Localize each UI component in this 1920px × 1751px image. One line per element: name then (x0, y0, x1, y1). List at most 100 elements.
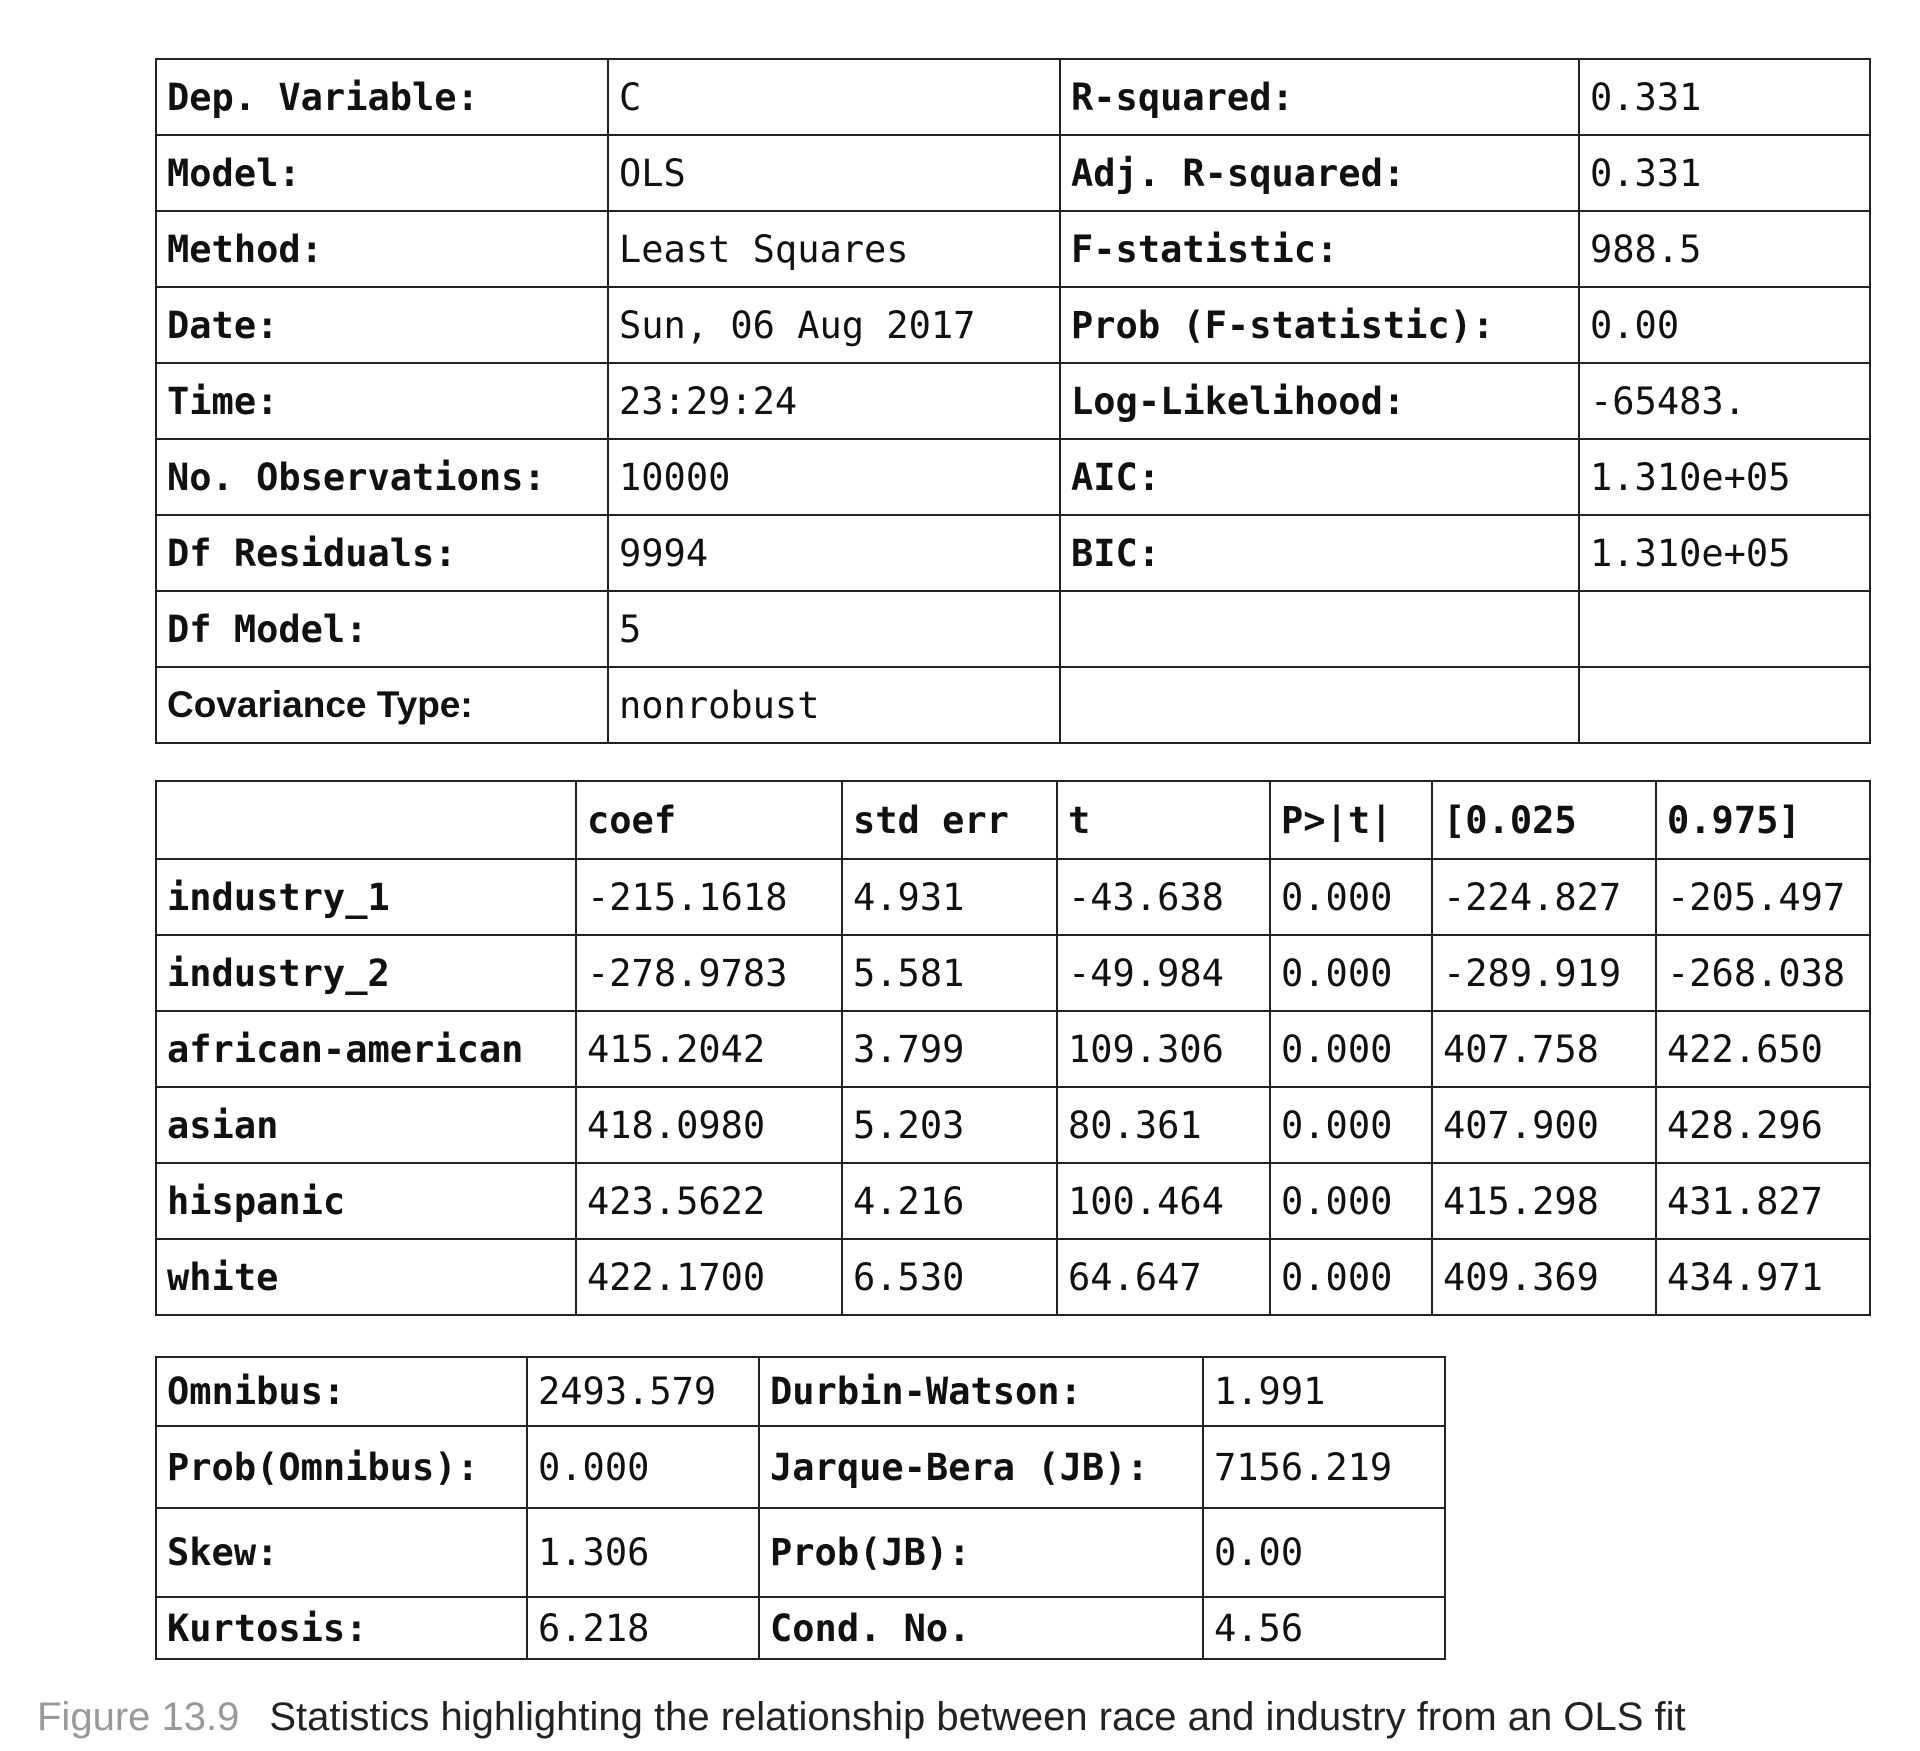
table-cell: Df Model: (155, 590, 609, 668)
table-cell: Skew: (155, 1507, 528, 1598)
table-cell: F-statistic: (1059, 210, 1580, 288)
table-cell: 415.2042 (575, 1010, 843, 1088)
table-cell: Log-Likelihood: (1059, 362, 1580, 440)
table-cell: 0.00 (1202, 1507, 1446, 1598)
table-cell: 5.203 (841, 1086, 1058, 1164)
table-cell: 4.56 (1202, 1596, 1446, 1660)
coef-row: coef std err t P>|t| [0.025 0.975] (155, 780, 1871, 860)
diagnostics-table: Omnibus: 2493.579 Durbin-Watson: 1.991 Prob(… (155, 1356, 1446, 1660)
summary-row: Date: Sun, 06 Aug 2017 Prob (F-statistic):… (155, 286, 1871, 364)
table-cell: 23:29:24 (607, 362, 1061, 440)
table-cell: 6.218 (526, 1596, 760, 1660)
table-cell: 109.306 (1056, 1010, 1271, 1088)
table-cell: Adj. R-squared: (1059, 134, 1580, 212)
table-cell: std err (841, 780, 1058, 860)
table-cell: coef (575, 780, 843, 860)
table-cell: industry_1 (155, 858, 577, 936)
coef-row: african-american 415.2042 3.799 109.306 0.00… (155, 1010, 1871, 1088)
table-cell: -43.638 (1056, 858, 1271, 936)
table-cell: 422.650 (1655, 1010, 1871, 1088)
table-cell: Durbin-Watson: (758, 1356, 1204, 1427)
table-cell: 0.000 (1269, 858, 1433, 936)
table-cell (155, 780, 577, 860)
table-cell: 0.000 (1269, 1162, 1433, 1240)
table-cell: Cond. No. (758, 1596, 1204, 1660)
diagnostics-row: Skew: 1.306 Prob(JB): 0.00 (155, 1507, 1446, 1598)
table-cell (1059, 590, 1580, 668)
summary-row: Covariance Type: nonrobust (155, 666, 1871, 744)
table-cell: 423.5622 (575, 1162, 843, 1240)
diagnostics-row: Omnibus: 2493.579 Durbin-Watson: 1.991 (155, 1356, 1446, 1427)
table-cell: hispanic (155, 1162, 577, 1240)
table-cell: 0.000 (526, 1425, 760, 1509)
table-cell: 407.900 (1431, 1086, 1657, 1164)
diagnostics-row: Prob(Omnibus): 0.000 Jarque-Bera (JB): 7156… (155, 1425, 1446, 1509)
table-cell: white (155, 1238, 577, 1316)
table-cell: 7156.219 (1202, 1425, 1446, 1509)
table-cell: 1.310e+05 (1578, 438, 1871, 516)
table-cell: 1.991 (1202, 1356, 1446, 1427)
table-cell: 0.331 (1578, 58, 1871, 136)
figure-number: Figure 13.9 (37, 1695, 240, 1739)
table-cell: 0.000 (1269, 1010, 1433, 1088)
table-cell: 0.000 (1269, 1086, 1433, 1164)
table-cell: 3.799 (841, 1010, 1058, 1088)
table-cell (1578, 590, 1871, 668)
summary-row: Df Model: 5 (155, 590, 1871, 668)
table-cell: AIC: (1059, 438, 1580, 516)
table-cell: -215.1618 (575, 858, 843, 936)
table-cell: Dep. Variable: (155, 58, 609, 136)
table-cell: Omnibus: (155, 1356, 528, 1427)
table-cell: 407.758 (1431, 1010, 1657, 1088)
table-cell: C (607, 58, 1061, 136)
table-cell: Sun, 06 Aug 2017 (607, 286, 1061, 364)
table-cell: 415.298 (1431, 1162, 1657, 1240)
table-cell: 0.00 (1578, 286, 1871, 364)
summary-row: Model: OLS Adj. R-squared: 0.331 (155, 134, 1871, 212)
table-cell: R-squared: (1059, 58, 1580, 136)
table-cell: Kurtosis: (155, 1596, 528, 1660)
table-cell: Jarque-Bera (JB): (758, 1425, 1204, 1509)
table-cell: BIC: (1059, 514, 1580, 592)
summary-row: Time: 23:29:24 Log-Likelihood: -65483. (155, 362, 1871, 440)
table-cell: Least Squares (607, 210, 1061, 288)
table-cell: 6.530 (841, 1238, 1058, 1316)
coefficients-table: coef std err t P>|t| [0.025 0.975] industry_1-… (155, 780, 1871, 1316)
table-cell: 422.1700 (575, 1238, 843, 1316)
table-cell: 0.331 (1578, 134, 1871, 212)
table-cell: 0.000 (1269, 934, 1433, 1012)
table-cell: 2493.579 (526, 1356, 760, 1427)
table-cell: 434.971 (1655, 1238, 1871, 1316)
table-cell (1059, 666, 1580, 744)
table-cell: -224.827 (1431, 858, 1657, 936)
summary-row: Dep. Variable: C R-squared: 0.331 (155, 58, 1871, 136)
table-cell: 428.296 (1655, 1086, 1871, 1164)
table-cell: 1.306 (526, 1507, 760, 1598)
summary-row: No. Observations: 10000 AIC: 1.310e+05 (155, 438, 1871, 516)
table-cell: Prob (F-statistic): (1059, 286, 1580, 364)
table-cell: asian (155, 1086, 577, 1164)
table-cell: 64.647 (1056, 1238, 1271, 1316)
table-cell: -289.919 (1431, 934, 1657, 1012)
diagnostics-row: Kurtosis: 6.218 Cond. No. 4.56 (155, 1596, 1446, 1660)
table-cell: 100.464 (1056, 1162, 1271, 1240)
table-cell: -49.984 (1056, 934, 1271, 1012)
table-cell: 9994 (607, 514, 1061, 592)
table-cell: 5 (607, 590, 1061, 668)
coef-row: hispanic 423.5622 4.216 100.464 0.000 415.298… (155, 1162, 1871, 1240)
coef-row: industry_1 -215.1618 4.931 -43.638 0.000 -224… (155, 858, 1871, 936)
table-cell: Df Residuals: (155, 514, 609, 592)
table-cell: Model: (155, 134, 609, 212)
table-cell: -65483. (1578, 362, 1871, 440)
table-cell: 988.5 (1578, 210, 1871, 288)
table-cell: 409.369 (1431, 1238, 1657, 1316)
summary-row: Df Residuals: 9994 BIC: 1.310e+05 (155, 514, 1871, 592)
table-cell: P>|t| (1269, 780, 1433, 860)
coef-row: industry_2 -278.9783 5.581 -49.984 0.000 -289… (155, 934, 1871, 1012)
table-cell: 431.827 (1655, 1162, 1871, 1240)
coef-row: asian 418.0980 5.203 80.361 0.000 407.900 428.… (155, 1086, 1871, 1164)
table-cell: Covariance Type: (155, 666, 609, 744)
table-cell: 0.975] (1655, 780, 1871, 860)
summary-row: Method: Least Squares F-statistic: 988.5 (155, 210, 1871, 288)
coef-row: white 422.1700 6.530 64.647 0.000 409.369 434.… (155, 1238, 1871, 1316)
